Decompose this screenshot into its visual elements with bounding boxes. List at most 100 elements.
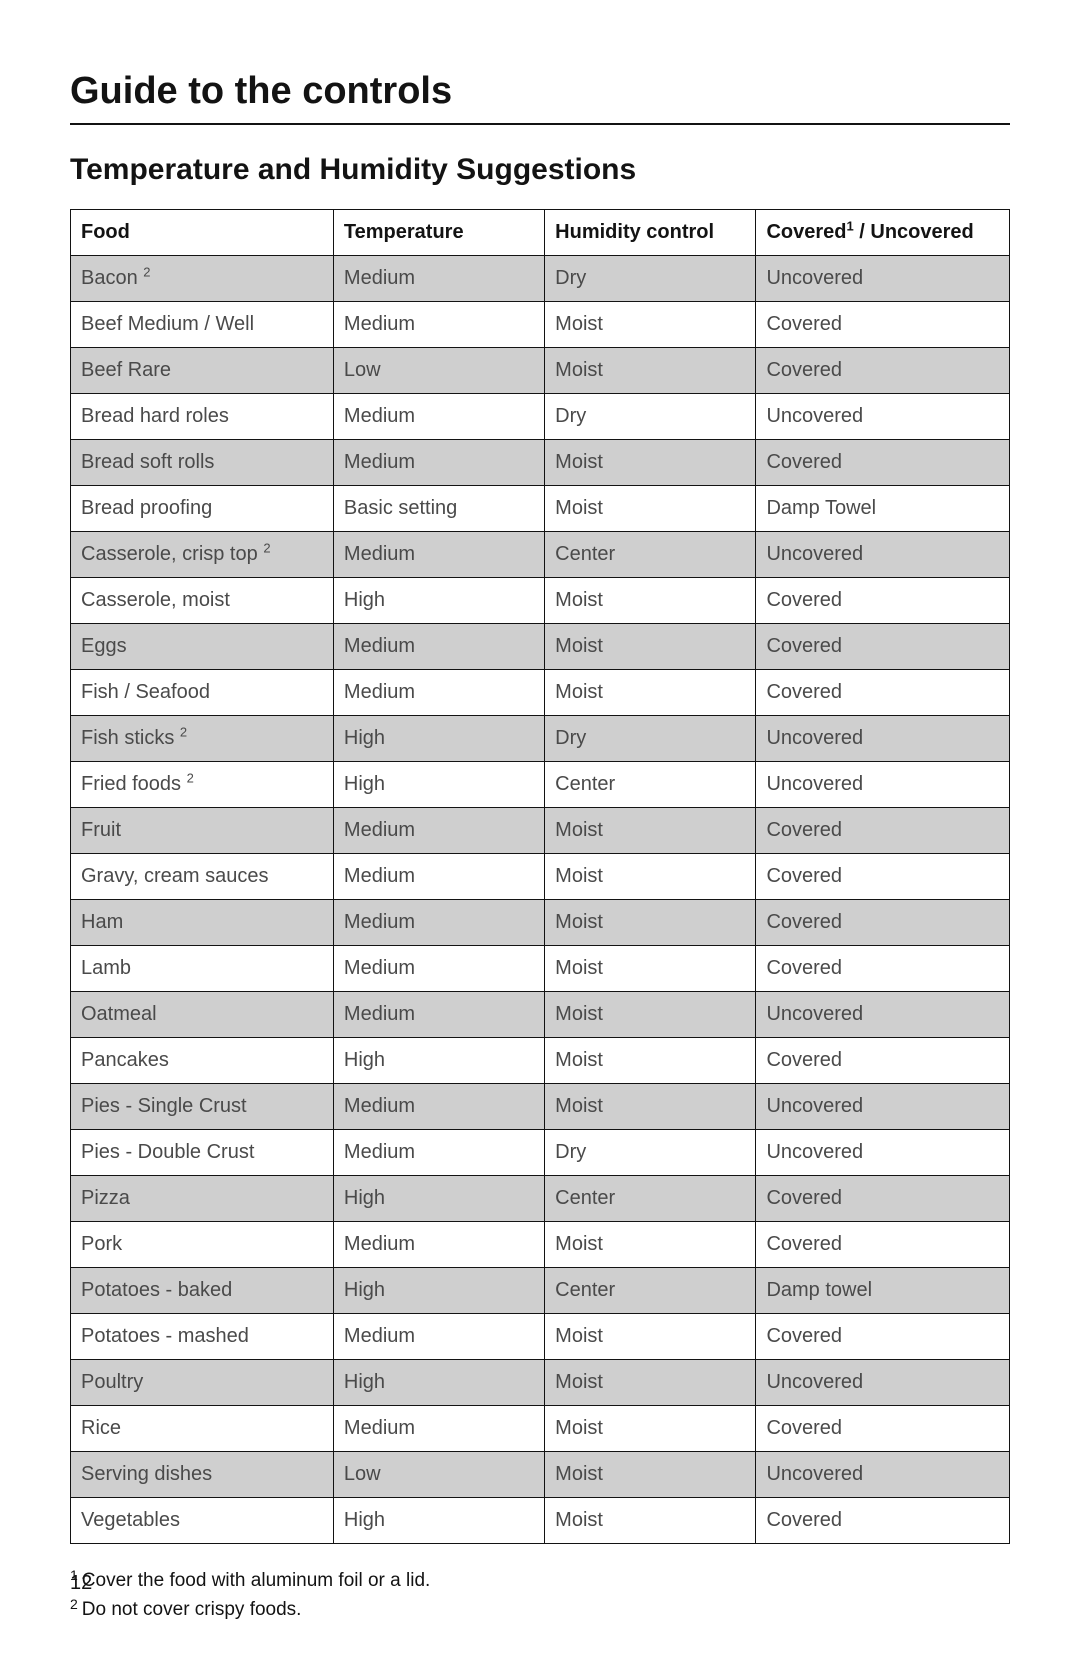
cell-food: Ham <box>71 900 334 946</box>
cell-temperature: High <box>333 1360 544 1406</box>
table-row: Pies - Single CrustMediumMoistUncovered <box>71 1084 1010 1130</box>
cell-temperature: Medium <box>333 900 544 946</box>
cell-food: Fish / Seafood <box>71 670 334 716</box>
cell-temperature: High <box>333 1176 544 1222</box>
table-row: Poultry HighMoistUncovered <box>71 1360 1010 1406</box>
cell-food: Serving dishes <box>71 1452 334 1498</box>
cell-food: Fried foods 2 <box>71 762 334 808</box>
cell-cover: Covered <box>756 670 1010 716</box>
cell-temperature: Medium <box>333 670 544 716</box>
cell-humidity: Moist <box>545 1406 756 1452</box>
cell-temperature: Medium <box>333 532 544 578</box>
cell-humidity: Moist <box>545 1452 756 1498</box>
cell-temperature: Medium <box>333 1084 544 1130</box>
cell-cover: Covered <box>756 348 1010 394</box>
col-sup: 1 <box>846 218 853 233</box>
cell-cover: Uncovered <box>756 256 1010 302</box>
table-header: Food Temperature Humidity control Covere… <box>71 210 1010 256</box>
cell-food: Vegetables <box>71 1498 334 1544</box>
cell-temperature: High <box>333 1268 544 1314</box>
col-label: Covered <box>766 221 846 243</box>
cell-text: Pork <box>81 1233 122 1255</box>
cell-humidity: Moist <box>545 624 756 670</box>
cell-text: Casserole, moist <box>81 589 230 611</box>
cell-food: Beef Rare <box>71 348 334 394</box>
cell-temperature: Medium <box>333 394 544 440</box>
cell-cover: Covered <box>756 1406 1010 1452</box>
cell-humidity: Dry <box>545 394 756 440</box>
section-title: Temperature and Humidity Suggestions <box>70 153 1010 187</box>
footnote-mark: 2 <box>70 1597 78 1611</box>
footnote-mark: 2 <box>263 540 270 555</box>
cell-text: Vegetables <box>81 1509 180 1531</box>
table-row: Potatoes - mashedMediumMoistCovered <box>71 1314 1010 1360</box>
cell-text: Rice <box>81 1417 121 1439</box>
cell-cover: Covered <box>756 624 1010 670</box>
cell-humidity: Moist <box>545 486 756 532</box>
cell-text: Beef Medium / Well <box>81 313 254 335</box>
cell-humidity: Moist <box>545 1222 756 1268</box>
cell-text: Oatmeal <box>81 1003 157 1025</box>
cell-text: Poultry <box>81 1371 143 1393</box>
cell-food: Pizza <box>71 1176 334 1222</box>
cell-cover: Covered <box>756 1038 1010 1084</box>
cell-food: Bacon 2 <box>71 256 334 302</box>
cell-text: Gravy, cream sauces <box>81 865 268 887</box>
footnote: 1 Cover the food with aluminum foil or a… <box>70 1566 1010 1595</box>
cell-humidity: Center <box>545 1176 756 1222</box>
cell-temperature: Medium <box>333 624 544 670</box>
cell-text: Casserole, crisp top <box>81 543 258 565</box>
cell-text: Fried foods <box>81 773 181 795</box>
cell-humidity: Moist <box>545 578 756 624</box>
cell-humidity: Moist <box>545 946 756 992</box>
footnote-mark: 2 <box>143 264 150 279</box>
cell-temperature: Medium <box>333 440 544 486</box>
cell-humidity: Moist <box>545 1360 756 1406</box>
cell-food: Casserole, crisp top 2 <box>71 532 334 578</box>
cell-food: Bread hard roles <box>71 394 334 440</box>
cell-temperature: Medium <box>333 302 544 348</box>
table-row: PancakesHighMoistCovered <box>71 1038 1010 1084</box>
cell-cover: Covered <box>756 1314 1010 1360</box>
suggestions-table: Food Temperature Humidity control Covere… <box>70 209 1010 1544</box>
cell-text: Pancakes <box>81 1049 169 1071</box>
table-row: OatmealMediumMoistUncovered <box>71 992 1010 1038</box>
col-label: Food <box>81 221 130 243</box>
footnote-text: Cover the food with aluminum foil or a l… <box>82 1566 431 1595</box>
cell-text: Pies - Double Crust <box>81 1141 254 1163</box>
cell-temperature: Medium <box>333 1130 544 1176</box>
cell-humidity: Dry <box>545 256 756 302</box>
cell-food: Bread proofing <box>71 486 334 532</box>
cell-humidity: Moist <box>545 1498 756 1544</box>
cell-cover: Covered <box>756 440 1010 486</box>
table-row: PizzaHighCenterCovered <box>71 1176 1010 1222</box>
cell-temperature: Low <box>333 348 544 394</box>
table-row: HamMediumMoistCovered <box>71 900 1010 946</box>
document-page: Guide to the controls Temperature and Hu… <box>0 0 1080 1655</box>
cell-temperature: High <box>333 762 544 808</box>
cell-temperature: High <box>333 1038 544 1084</box>
table-row: Potatoes - bakedHighCenterDamp towel <box>71 1268 1010 1314</box>
table-row: VegetablesHighMoistCovered <box>71 1498 1010 1544</box>
table-row: RiceMediumMoistCovered <box>71 1406 1010 1452</box>
cell-food: Fish sticks 2 <box>71 716 334 762</box>
cell-cover: Uncovered <box>756 716 1010 762</box>
cell-food: Pies - Double Crust <box>71 1130 334 1176</box>
table-row: Gravy, cream saucesMediumMoistCovered <box>71 854 1010 900</box>
cell-cover: Uncovered <box>756 1360 1010 1406</box>
cell-cover: Damp towel <box>756 1268 1010 1314</box>
table-row: Bread soft rollsMediumMoistCovered <box>71 440 1010 486</box>
cell-food: Eggs <box>71 624 334 670</box>
cell-cover: Uncovered <box>756 992 1010 1038</box>
cell-temperature: Basic setting <box>333 486 544 532</box>
cell-humidity: Moist <box>545 670 756 716</box>
cell-text: Beef Rare <box>81 359 171 381</box>
cell-humidity: Moist <box>545 808 756 854</box>
table-row: Serving dishesLowMoistUncovered <box>71 1452 1010 1498</box>
cell-food: Rice <box>71 1406 334 1452</box>
page-number: 12 <box>70 1572 92 1595</box>
cell-temperature: Medium <box>333 256 544 302</box>
table-row: Fried foods 2HighCenterUncovered <box>71 762 1010 808</box>
cell-cover: Covered <box>756 808 1010 854</box>
cell-food: Gravy, cream sauces <box>71 854 334 900</box>
